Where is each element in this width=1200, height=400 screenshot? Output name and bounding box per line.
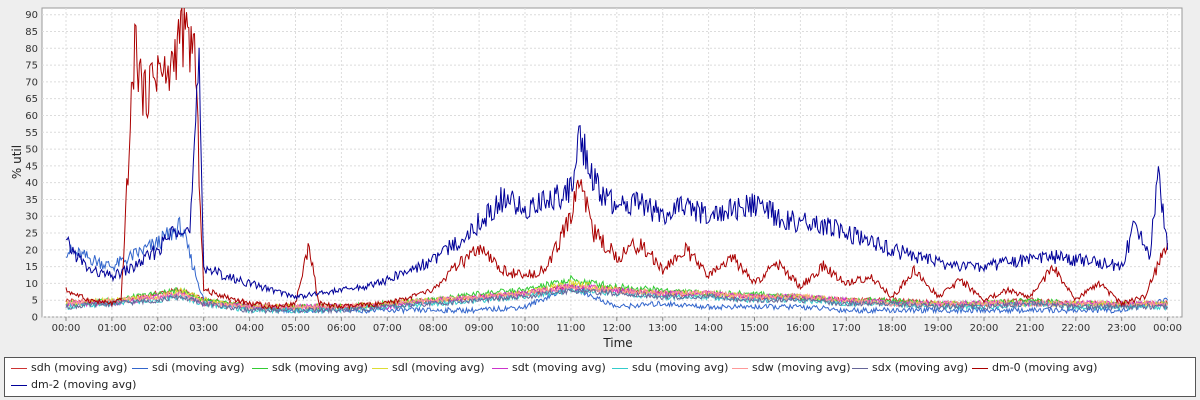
x-tick-label: 21:00 — [1015, 323, 1044, 334]
legend-swatch — [132, 367, 148, 369]
y-axis: 0 5 10 15 20 25 30 35 40 45 50 55 60 65 70 75 80 85 90 — [25, 10, 38, 323]
legend-label: sdk (moving avg) — [272, 361, 368, 374]
series-line-8 — [65, 7, 1169, 311]
line-chart: 0 5 10 15 20 25 30 35 40 45 50 55 60 65 70 75 80 85 90 00:… — [10, 7, 1183, 350]
x-tick-label: 03:00 — [189, 323, 218, 334]
y-tick-label: 60 — [25, 111, 38, 122]
x-tick-label: 06:00 — [327, 323, 356, 334]
legend-label: sdl (moving avg) — [392, 361, 485, 374]
legend-swatch — [492, 367, 508, 369]
legend-swatch — [972, 367, 988, 369]
legend-swatch — [732, 367, 748, 369]
y-tick-label: 75 — [25, 61, 38, 72]
y-tick-label: 0 — [32, 313, 38, 324]
y-tick-label: 15 — [25, 262, 38, 273]
legend-item: sdl (moving avg) — [370, 360, 485, 376]
x-tick-label: 08:00 — [419, 323, 448, 334]
legend-item: sdi (moving avg) — [130, 360, 245, 376]
x-tick-label: 05:00 — [281, 323, 310, 334]
y-tick-label: 10 — [25, 279, 38, 290]
x-tick-label: 22:00 — [1061, 323, 1090, 334]
grid-lines — [42, 8, 1182, 318]
y-tick-label: 45 — [25, 161, 38, 172]
legend-item: dm-2 (moving avg) — [9, 377, 136, 393]
series-line-9 — [65, 47, 1169, 301]
legend-label: sdw (moving avg) — [752, 361, 851, 374]
x-tick-label: 13:00 — [648, 323, 677, 334]
x-tick-label: 09:00 — [465, 323, 494, 334]
y-tick-label: 85 — [25, 27, 38, 38]
x-tick-label: 19:00 — [924, 323, 953, 334]
legend-item: sdw (moving avg) — [730, 360, 850, 376]
legend-swatch — [252, 367, 268, 369]
legend-swatch — [612, 367, 628, 369]
legend-item: dm-0 (moving avg) — [970, 360, 1097, 376]
y-tick-label: 90 — [25, 10, 38, 21]
x-tick-label: 16:00 — [786, 323, 815, 334]
x-tick-label: 15:00 — [740, 323, 769, 334]
legend-item: sdh (moving avg) — [9, 360, 127, 376]
y-tick-label: 65 — [25, 94, 38, 105]
legend-swatch — [852, 367, 868, 369]
x-tick-label: 00:00 — [1153, 323, 1182, 334]
x-axis: 00:00 01:00 02:00 03:00 04:00 05:00 06:00 07:00… — [52, 317, 1182, 334]
y-axis-title: % util — [10, 145, 24, 179]
legend-item: sdu (moving avg) — [610, 360, 728, 376]
x-tick-label: 11:00 — [556, 323, 585, 334]
x-tick-label: 18:00 — [878, 323, 907, 334]
legend-item: sdt (moving avg) — [490, 360, 606, 376]
legend-label: sdu (moving avg) — [632, 361, 729, 374]
x-tick-label: 14:00 — [694, 323, 723, 334]
x-tick-label: 23:00 — [1107, 323, 1136, 334]
y-tick-label: 70 — [25, 77, 38, 88]
series-line-7 — [65, 287, 1169, 315]
legend-swatch — [372, 367, 388, 369]
x-tick-label: 20:00 — [970, 323, 999, 334]
y-tick-label: 30 — [25, 212, 38, 223]
x-tick-label: 07:00 — [373, 323, 402, 334]
legend-item: sdk (moving avg) — [250, 360, 368, 376]
x-tick-label: 02:00 — [143, 323, 172, 334]
y-tick-label: 40 — [25, 178, 38, 189]
legend-swatch — [11, 367, 27, 369]
plot-area — [41, 7, 1183, 318]
x-tick-label: 10:00 — [511, 323, 540, 334]
legend-label: sdi (moving avg) — [152, 361, 245, 374]
x-tick-label: 00:00 — [52, 323, 81, 334]
y-tick-label: 35 — [25, 195, 38, 206]
legend-label: sdt (moving avg) — [512, 361, 606, 374]
legend-label: dm-0 (moving avg) — [992, 361, 1098, 374]
legend-label: dm-2 (moving avg) — [31, 378, 137, 391]
y-tick-label: 20 — [25, 245, 38, 256]
x-tick-label: 17:00 — [832, 323, 861, 334]
x-tick-label: 01:00 — [97, 323, 126, 334]
legend: sdh (moving avg) sdi (moving avg) sdk (mov… — [4, 357, 1196, 397]
legend-item: sdx (moving avg) — [850, 360, 968, 376]
series-lines — [65, 7, 1169, 315]
x-tick-label: 12:00 — [602, 323, 631, 334]
legend-swatch — [11, 384, 27, 386]
x-tick-label: 04:00 — [235, 323, 264, 334]
y-tick-label: 55 — [25, 128, 38, 139]
series-line-6 — [66, 283, 1168, 312]
legend-label: sdx (moving avg) — [872, 361, 968, 374]
y-tick-label: 80 — [25, 44, 38, 55]
x-axis-title: Time — [602, 336, 632, 350]
y-tick-label: 50 — [25, 145, 38, 156]
y-tick-label: 5 — [32, 296, 38, 307]
legend-label: sdh (moving avg) — [31, 361, 128, 374]
y-tick-label: 25 — [25, 229, 38, 240]
